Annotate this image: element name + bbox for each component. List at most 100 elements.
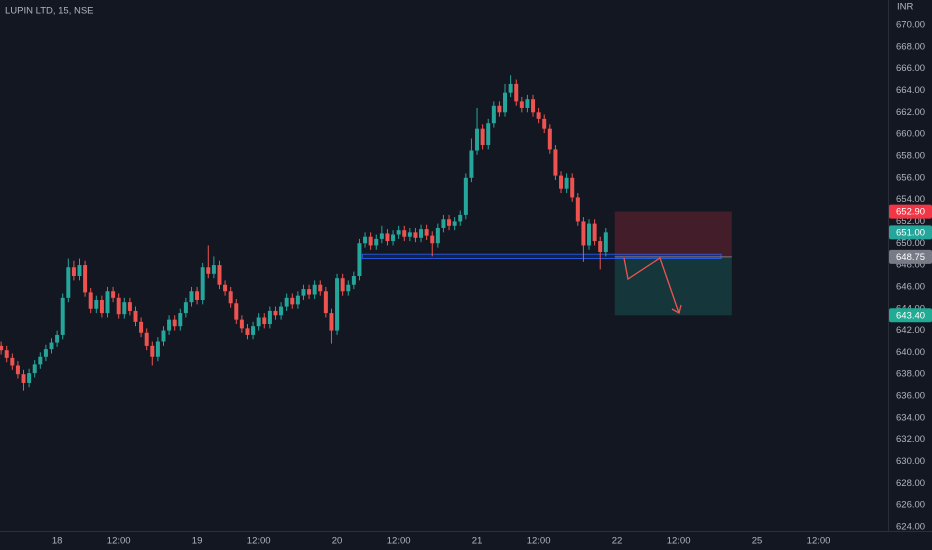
candle-body [486, 123, 491, 146]
candle-body [133, 310, 138, 322]
candle-body [10, 357, 15, 366]
candle-body [111, 291, 116, 298]
candle-body [172, 319, 177, 327]
candle-body [463, 177, 468, 215]
x-tick-label: 12:00 [667, 536, 691, 547]
candle-body [245, 328, 250, 335]
candle-body [301, 289, 306, 296]
candle-body [273, 310, 278, 316]
candle-body [458, 214, 463, 222]
candle-body [139, 321, 144, 333]
candle-body [66, 267, 71, 298]
candle-body [267, 310, 272, 325]
candle-body [536, 112, 541, 119]
candle-body [318, 284, 323, 292]
last-price-label: 651.00 [896, 227, 925, 238]
candle-body [4, 350, 9, 358]
candle-body [38, 356, 43, 365]
x-tick-label: 19 [192, 536, 203, 547]
candle-body [368, 236, 373, 246]
candle-body [363, 236, 368, 244]
candle-body [379, 233, 384, 239]
candle-body [15, 365, 20, 375]
candle-body [592, 223, 597, 242]
candle-body [323, 291, 328, 314]
y-tick-label: 640.00 [896, 347, 925, 358]
candle-body [290, 297, 295, 305]
x-tick-label: 12:00 [107, 536, 131, 547]
candle-body [335, 278, 340, 331]
y-tick-label: 626.00 [896, 500, 925, 511]
candle-body [0, 345, 4, 351]
candle-body [514, 83, 519, 102]
candle-body [452, 221, 457, 226]
candle-body [77, 265, 82, 276]
candle-body [519, 101, 524, 108]
candle-body [161, 330, 166, 342]
y-tick-label: 634.00 [896, 412, 925, 423]
candle-body [284, 297, 289, 307]
candle-body [419, 229, 424, 238]
candle-body [547, 128, 552, 150]
candle-body [424, 229, 429, 236]
y-tick-label: 628.00 [896, 478, 925, 489]
candle-body [497, 105, 502, 113]
candle-body [542, 118, 547, 129]
candle-body [21, 374, 26, 383]
candle-body [564, 177, 569, 189]
candle-body [55, 334, 60, 343]
candle-body [346, 284, 351, 292]
candle-body [32, 364, 37, 374]
candle-body [256, 317, 261, 327]
candle-body [155, 341, 160, 357]
candle-body [122, 302, 127, 315]
candle-body [396, 230, 401, 235]
candle-body [127, 302, 132, 311]
y-tick-label: 638.00 [896, 369, 925, 380]
candle-body [525, 99, 530, 108]
y-tick-label: 636.00 [896, 391, 925, 402]
y-tick-label: 670.00 [896, 20, 925, 31]
candle-body [105, 291, 110, 314]
y-tick-label: 646.00 [896, 281, 925, 292]
candle-body [88, 292, 93, 309]
candle-body [99, 300, 104, 314]
candle-body [239, 319, 244, 329]
candle-body [531, 99, 536, 113]
candle-body [553, 149, 558, 176]
candle-body [228, 291, 233, 304]
candle-body [357, 243, 362, 276]
x-tick-label: 12:00 [527, 536, 551, 547]
candle-body [491, 105, 496, 124]
candle-body [329, 313, 334, 331]
candle-body [587, 223, 592, 246]
candle-body [407, 232, 412, 237]
target-zone [614, 256, 732, 316]
candle-body [340, 278, 345, 292]
x-tick-label: 22 [612, 536, 623, 547]
candle-body [391, 234, 396, 242]
candle-body [469, 150, 474, 178]
candle-body [234, 303, 239, 320]
candle-body [441, 219, 446, 228]
candle-body [200, 267, 205, 301]
level-box [361, 253, 722, 259]
candle-body [435, 227, 440, 244]
candle-body [603, 232, 608, 252]
candle-body [262, 317, 267, 325]
candle-body [251, 326, 256, 335]
candle-body [223, 284, 228, 292]
stop-zone [614, 211, 732, 257]
candle-body [385, 233, 390, 242]
candle-body [49, 342, 54, 350]
chart-title: LUPIN LTD, 15, NSE [5, 6, 94, 17]
x-tick-label: 12:00 [247, 536, 271, 547]
y-tick-label: 662.00 [896, 107, 925, 118]
y-tick-label: 658.00 [896, 150, 925, 161]
candle-body [178, 313, 183, 327]
candle-body [144, 332, 149, 346]
candle-body [295, 295, 300, 305]
last-price-label-box [889, 225, 932, 240]
